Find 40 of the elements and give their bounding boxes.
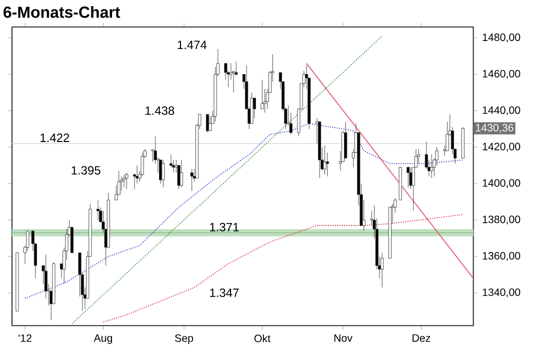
annotation: 1.371 (210, 222, 239, 232)
annotation: 1.347 (210, 288, 239, 298)
y-tick-label: 1340,00 (482, 288, 520, 298)
y-tick-label: 1420,00 (482, 142, 520, 152)
candlestick (125, 172, 128, 190)
candlestick (122, 174, 126, 188)
chart-title: 6-Monats-Chart (4, 6, 120, 18)
annotation: 1.438 (146, 106, 174, 115)
candlestick (190, 168, 194, 192)
candlestick (406, 166, 410, 188)
x-tick-label: Dez (412, 334, 430, 342)
y-tick-label: 1360,00 (482, 252, 520, 261)
annotation: 1.395 (72, 166, 100, 175)
y-tick-label: 1460,00 (482, 70, 520, 79)
x-tick-label: Nov (334, 334, 352, 342)
candlestick (180, 160, 183, 188)
annotation: 1.474 (178, 40, 207, 50)
line-series (24, 123, 464, 299)
text: 1430,36 (476, 124, 514, 133)
candlestick (417, 148, 420, 164)
y-tick-label: 1380,00 (482, 216, 520, 224)
ref-line-label: 1.422 (40, 134, 70, 142)
x-tick-label: Okt (254, 334, 270, 342)
candlestick (430, 154, 434, 178)
line-series (102, 214, 464, 322)
candlestick (208, 116, 212, 132)
candlestick (162, 160, 165, 188)
y-tick-label: 1480,00 (482, 34, 520, 42)
candlestick (260, 80, 264, 110)
y-tick-label: 1400,00 (482, 179, 520, 188)
candlestick (409, 166, 412, 190)
candlestick (323, 145, 326, 175)
candlestick (326, 152, 329, 177)
x-tick-label: Sep (175, 334, 194, 344)
candlestick (206, 114, 210, 133)
x-tick-label: '12 (18, 334, 32, 342)
candlestick (114, 185, 118, 200)
x-tick-label: Aug (94, 334, 112, 344)
candlestick (380, 252, 384, 288)
y-tick-label: 1440,00 (482, 106, 520, 116)
